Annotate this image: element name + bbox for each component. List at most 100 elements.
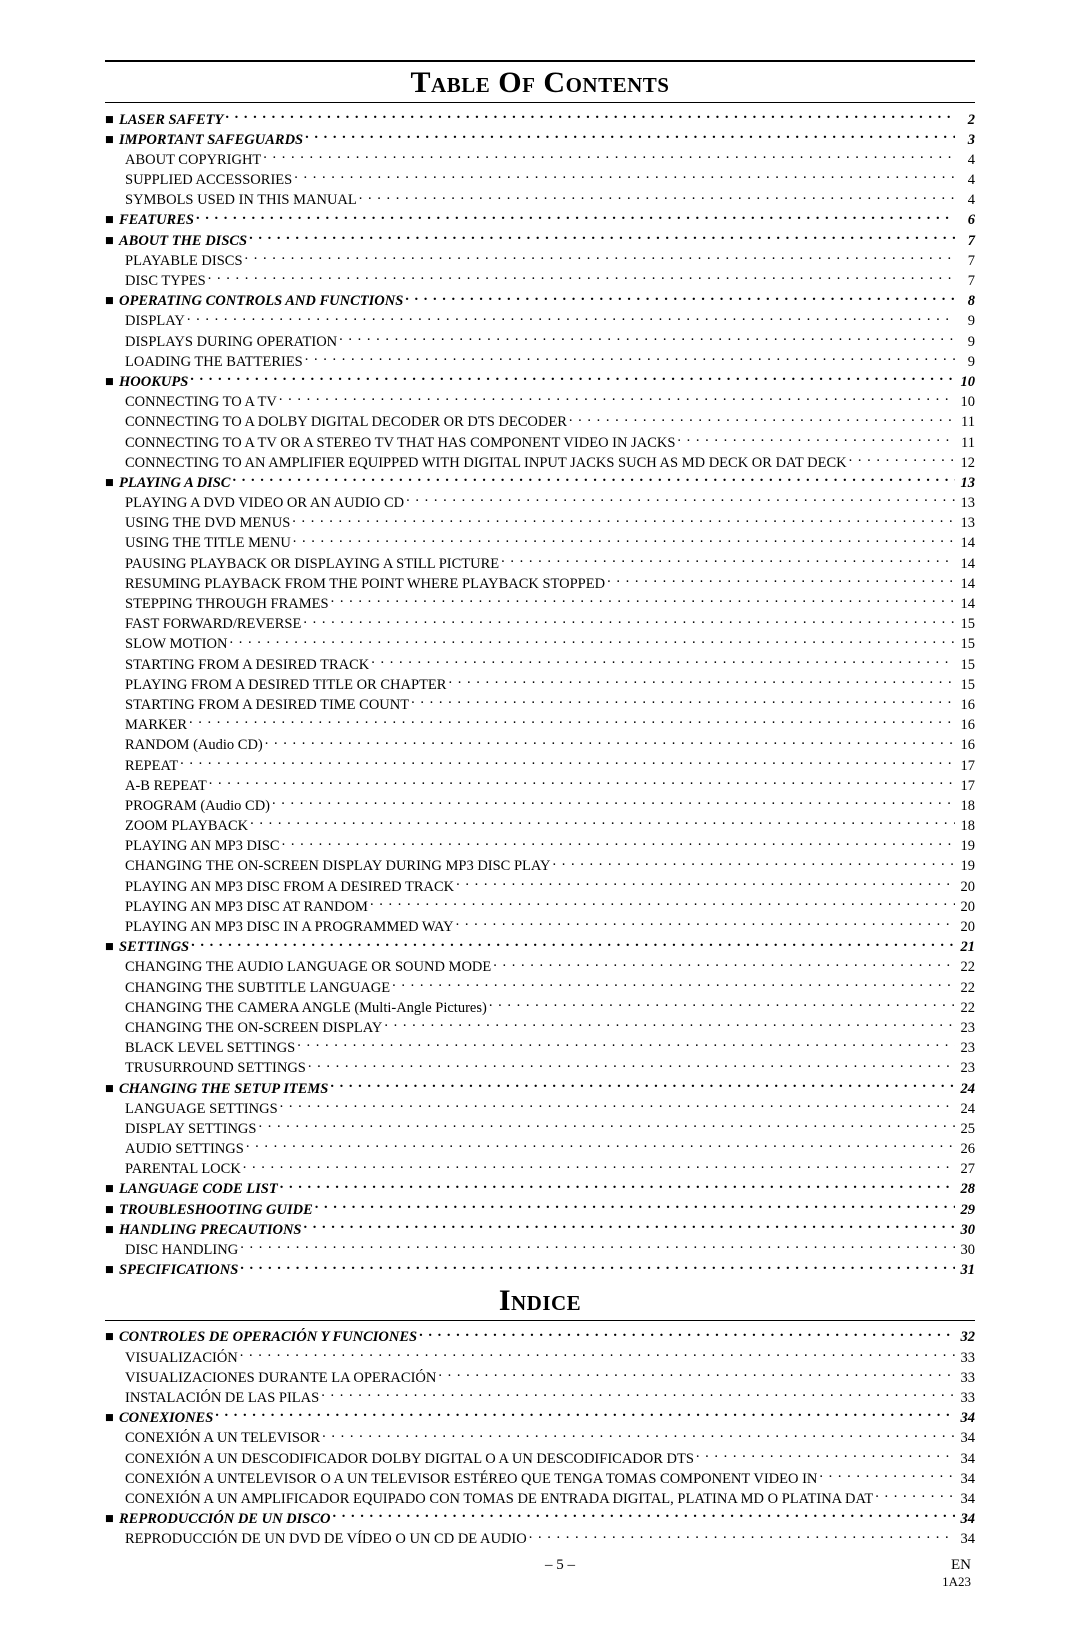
toc-entry: CHANGING THE CAMERA ANGLE (Multi-Angle P… [105, 997, 975, 1017]
toc-entry: ZOOM PLAYBACK18 [105, 816, 975, 836]
toc-entry-page: 34 [955, 1511, 975, 1529]
toc-entry-page: 24 [955, 1081, 975, 1099]
toc-entry: CHANGING THE SUBTITLE LANGUAGE22 [105, 977, 975, 997]
toc-entry: ■CONEXIONES34 [105, 1408, 975, 1428]
dot-leader [229, 634, 955, 649]
toc-entry: CHANGING THE ON-SCREEN DISPLAY23 [105, 1017, 975, 1037]
toc-entry-page: 22 [955, 959, 975, 977]
toc-entry-page: 8 [955, 293, 975, 311]
toc-entry-label: ABOUT COPYRIGHT [119, 152, 263, 170]
toc-entry-page: 20 [955, 919, 975, 937]
toc-entry-label: PLAYING A DISC [119, 475, 232, 493]
toc-entry: ■CHANGING THE SETUP ITEMS24 [105, 1078, 975, 1098]
square-bullet-icon: ■ [105, 1222, 119, 1240]
toc-entry-label: PAUSING PLAYBACK OR DISPLAYING A STILL P… [119, 556, 501, 574]
toc-entry-label: STARTING FROM A DESIRED TRACK [119, 657, 371, 675]
toc-entry: SLOW MOTION15 [105, 634, 975, 654]
toc-entry-page: 13 [955, 495, 975, 513]
toc-entry-label: FEATURES [119, 212, 196, 230]
toc-entry-label: DISPLAYS DURING OPERATION [119, 334, 339, 352]
toc-entry-label: DISC HANDLING [119, 1242, 240, 1260]
dot-leader [263, 149, 955, 164]
toc-entry-label: CONNECTING TO A DOLBY DIGITAL DECODER OR… [119, 414, 569, 432]
page-footer: – 5 – EN [105, 1557, 975, 1574]
dot-leader [280, 1179, 955, 1194]
indice-title: Indice [105, 1284, 975, 1318]
dot-leader [419, 1327, 955, 1342]
toc-entry-label: PLAYING AN MP3 DISC FROM A DESIRED TRACK [119, 879, 456, 897]
indice-underline [105, 1320, 975, 1321]
toc-entry: CONEXIÓN A UN DESCODIFICADOR DOLBY DIGIT… [105, 1448, 975, 1468]
toc-entry-label: IMPORTANT SAFEGUARDS [119, 132, 305, 150]
toc-entry: PROGRAM (Audio CD)18 [105, 795, 975, 815]
toc-entry-page: 16 [955, 697, 975, 715]
dot-leader [293, 533, 955, 548]
toc-entry-label: CONNECTING TO A TV [119, 394, 279, 412]
dot-leader [405, 291, 955, 306]
toc-entry-page: 9 [955, 334, 975, 352]
toc-entry-label: STARTING FROM A DESIRED TIME COUNT [119, 697, 411, 715]
dot-leader [240, 1240, 955, 1255]
toc-entry: REPRODUCCIÓN DE UN DVD DE VÍDEO O UN CD … [105, 1529, 975, 1549]
toc-entry: ■SETTINGS21 [105, 937, 975, 957]
toc-entry: MARKER16 [105, 715, 975, 735]
toc-entry: A-B REPEAT17 [105, 775, 975, 795]
indice-list: ■CONTROLES DE OPERACIÓN Y FUNCIONES32VIS… [105, 1327, 975, 1549]
square-bullet-icon: ■ [105, 475, 119, 493]
dot-leader [308, 1058, 955, 1073]
dot-leader [371, 654, 955, 669]
toc-entry-label: BLACK LEVEL SETTINGS [119, 1040, 297, 1058]
toc-entry-label: TRUSURROUND SETTINGS [119, 1060, 308, 1078]
toc-entry: ■REPRODUCCIÓN DE UN DISCO34 [105, 1509, 975, 1529]
toc-entry-label: SPECIFICATIONS [119, 1262, 240, 1280]
dot-leader [272, 795, 955, 810]
toc-entry-page: 20 [955, 879, 975, 897]
toc-entry-label: REPRODUCCIÓN DE UN DISCO [119, 1511, 333, 1529]
toc-entry: REPEAT17 [105, 755, 975, 775]
dot-leader [305, 351, 955, 366]
toc-entry: PLAYING AN MP3 DISC IN A PROGRAMMED WAY2… [105, 917, 975, 937]
toc-entry: SYMBOLS USED IN THIS MANUAL4 [105, 190, 975, 210]
dot-leader [279, 392, 955, 407]
dot-leader [607, 573, 955, 588]
dot-leader [529, 1529, 955, 1544]
toc-entry-page: 34 [955, 1430, 975, 1448]
toc-entry-page: 9 [955, 354, 975, 372]
toc-entry-page: 28 [955, 1181, 975, 1199]
toc-entry-page: 33 [955, 1350, 975, 1368]
toc-entry: ■HANDLING PRECAUTIONS30 [105, 1219, 975, 1239]
toc-entry-page: 10 [955, 394, 975, 412]
toc-entry: LANGUAGE SETTINGS24 [105, 1098, 975, 1118]
toc-entry: ■OPERATING CONTROLS AND FUNCTIONS8 [105, 291, 975, 311]
toc-entry-label: LASER SAFETY [119, 112, 225, 130]
toc-entry: CONEXIÓN A UN AMPLIFICADOR EQUIPADO CON … [105, 1488, 975, 1508]
toc-entry-page: 34 [955, 1410, 975, 1428]
toc-entry-page: 22 [955, 980, 975, 998]
toc-entry-label: SYMBOLS USED IN THIS MANUAL [119, 192, 359, 210]
toc-entry-label: CONEXIÓN A UN DESCODIFICADOR DOLBY DIGIT… [119, 1451, 696, 1469]
toc-entry: STARTING FROM A DESIRED TIME COUNT 16 [105, 694, 975, 714]
toc-entry-label: CHANGING THE ON-SCREEN DISPLAY [119, 1020, 384, 1038]
dot-leader [456, 876, 955, 891]
dot-leader [448, 674, 955, 689]
square-bullet-icon: ■ [105, 374, 119, 392]
toc-entry-label: REPRODUCCIÓN DE UN DVD DE VÍDEO O UN CD … [119, 1531, 529, 1549]
dot-leader [359, 190, 955, 205]
dot-leader [553, 856, 955, 871]
dot-leader [501, 553, 955, 568]
toc-entry-label: USING THE TITLE MENU [119, 535, 293, 553]
dot-leader [187, 311, 955, 326]
page-number: – 5 – [169, 1557, 951, 1574]
toc-entry: CONEXIÓN A UN TELEVISOR34 [105, 1428, 975, 1448]
toc-entry-page: 23 [955, 1040, 975, 1058]
toc-entry: INSTALACIÓN DE LAS PILAS33 [105, 1387, 975, 1407]
dot-leader [243, 1159, 955, 1174]
dot-leader [392, 977, 955, 992]
toc-entry-page: 2 [955, 112, 975, 130]
toc-entry-page: 14 [955, 556, 975, 574]
toc-entry: ■FEATURES6 [105, 210, 975, 230]
toc-entry: ■HOOKUPS10 [105, 371, 975, 391]
toc-entry-page: 20 [955, 899, 975, 917]
toc-entry-label: DISPLAY [119, 313, 187, 331]
dot-leader [331, 594, 955, 609]
